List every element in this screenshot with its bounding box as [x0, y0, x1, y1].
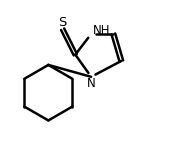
Text: NH: NH [93, 24, 110, 36]
Text: S: S [58, 16, 67, 29]
Text: N: N [87, 77, 96, 90]
